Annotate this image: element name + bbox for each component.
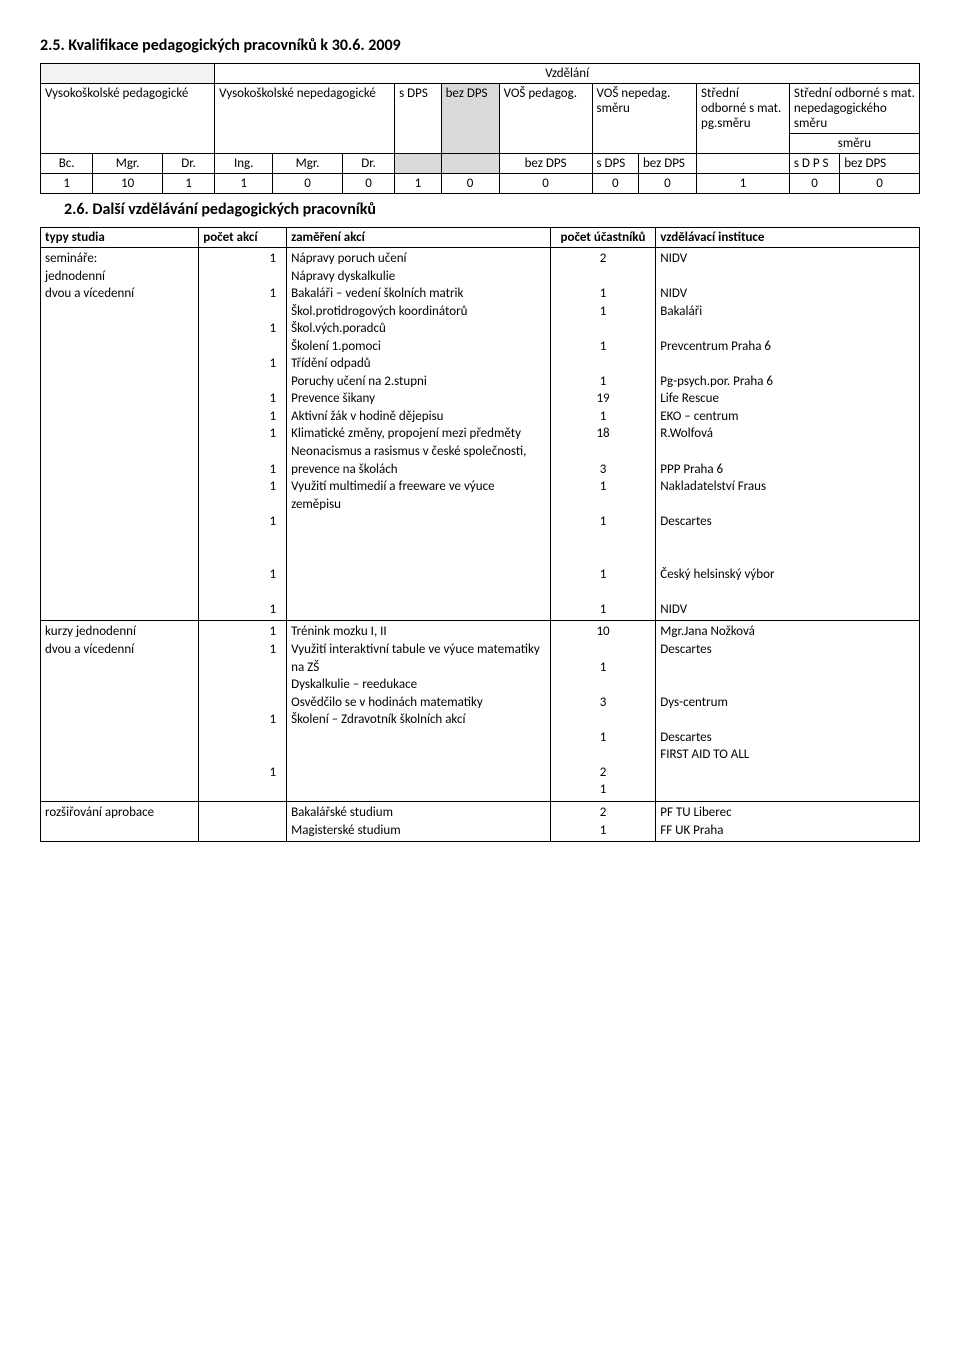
- vzdelani-header: Vzdělání: [215, 64, 920, 84]
- col-dr-2: Dr.: [342, 154, 394, 174]
- col-bdps3: bez DPS: [840, 154, 920, 174]
- col-dr: Dr.: [162, 154, 214, 174]
- cell-inst: PF TU Liberec FF UK Praha: [656, 801, 920, 841]
- kvalifikace-table: Vzdělání Vysokoškolské pedagogické Vysok…: [40, 63, 920, 194]
- cell-akci: 1 1 1 1 1 1 1 1 1 1 1 1: [199, 248, 287, 621]
- hdr-inst: vzdělávací instituce: [656, 228, 920, 248]
- cell-poc: 2 1 1 1 1 19 1 18 3 1 1 1 1: [550, 248, 655, 621]
- val-9: 0: [592, 174, 638, 194]
- col-vos-neped: VOŠ nepedag. směru: [592, 84, 696, 154]
- empty-cell: [697, 154, 790, 174]
- cell-zam: Bakalářské studium Magisterské studium: [287, 801, 551, 841]
- cell-poc: 2 1: [550, 801, 655, 841]
- col-sdps2: s DPS: [592, 154, 638, 174]
- val-7: 0: [441, 174, 499, 194]
- col-str-odb-ped: Střední odborné s mat. pg.směru: [697, 84, 790, 154]
- col-vs-ped: Vysokoškolské pedagogické: [41, 84, 215, 154]
- col-bez-dps-full: bez DPS: [499, 154, 592, 174]
- col-sdps3: s D P S: [789, 154, 839, 174]
- table-row: rozšiřování aprobace Bakalářské studium …: [41, 801, 920, 841]
- cell-zam: Trénink mozku I, II Využití interaktivní…: [287, 621, 551, 801]
- col-bdps2: bez DPS: [638, 154, 696, 174]
- hdr-pocet-akci: počet akcí: [199, 228, 287, 248]
- table-row: kurzy jednodenní dvou a vícedenní 1 1 1 …: [41, 621, 920, 801]
- smeru-label: směru: [789, 134, 919, 154]
- table-row: semináře: jednodenní dvou a vícedenní 1 …: [41, 248, 920, 621]
- col-ing: Ing.: [215, 154, 273, 174]
- val-10: 0: [638, 174, 696, 194]
- cell-akci: 1 1 1 1: [199, 621, 287, 801]
- col-bez-dps: bez DPS: [441, 84, 499, 154]
- spacer: [41, 64, 215, 84]
- empty-cell: [441, 154, 499, 174]
- cell-inst: Mgr.Jana Nožková Descartes Dys-centrum D…: [656, 621, 920, 801]
- col-mgr-2: Mgr.: [273, 154, 343, 174]
- empty-cell: [395, 154, 441, 174]
- hdr-typy: typy studia: [41, 228, 199, 248]
- section-26-heading: 2.6. Další vzdělávání pedagogických prac…: [64, 200, 920, 219]
- cell-inst: NIDV NIDV Bakaláři Prevcentrum Praha 6 P…: [656, 248, 920, 621]
- val-2: 1: [162, 174, 214, 194]
- val-0: 1: [41, 174, 93, 194]
- val-11: 1: [697, 174, 790, 194]
- section-25-heading: 2.5. Kvalifikace pedagogických pracovník…: [40, 36, 920, 55]
- val-8: 0: [499, 174, 592, 194]
- hdr-zamereni: zaměření akcí: [287, 228, 551, 248]
- col-bc: Bc.: [41, 154, 93, 174]
- cell-zam: Nápravy poruch učení Nápravy dyskalkulie…: [287, 248, 551, 621]
- cell-poc: 10 1 3 1 2 1: [550, 621, 655, 801]
- col-vs-neped: Vysokoškolské nepedagogické: [215, 84, 395, 154]
- val-13: 0: [840, 174, 920, 194]
- col-str-odb-neped: Střední odborné s mat. nepedagogického s…: [789, 84, 919, 134]
- dalsi-vzdelavani-table: typy studia počet akcí zaměření akcí poč…: [40, 227, 920, 842]
- cell-typ: kurzy jednodenní dvou a vícedenní: [41, 621, 199, 801]
- val-5: 0: [342, 174, 394, 194]
- cell-akci: [199, 801, 287, 841]
- col-mgr: Mgr.: [93, 154, 163, 174]
- val-3: 1: [215, 174, 273, 194]
- val-12: 0: [789, 174, 839, 194]
- col-s-dps: s DPS: [395, 84, 441, 154]
- val-1: 10: [93, 174, 163, 194]
- hdr-pocet-uc: počet účastníků: [550, 228, 655, 248]
- val-4: 0: [273, 174, 343, 194]
- cell-typ: semináře: jednodenní dvou a vícedenní: [41, 248, 199, 621]
- val-6: 1: [395, 174, 441, 194]
- cell-typ: rozšiřování aprobace: [41, 801, 199, 841]
- col-vos-ped: VOŠ pedagog.: [499, 84, 592, 154]
